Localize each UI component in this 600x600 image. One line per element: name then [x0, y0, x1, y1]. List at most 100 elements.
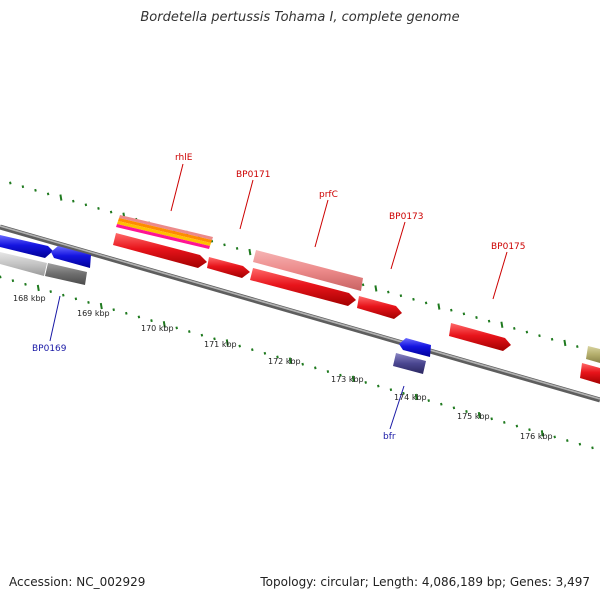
major-tick [500, 321, 504, 328]
minor-tick [515, 424, 519, 428]
minor-tick [49, 290, 52, 293]
scale-labels: 168 kbp 169 kbp 170 kbp 171 kbp 172 kbp … [13, 294, 553, 441]
gene-label-BP0175: BP0175 [491, 242, 526, 252]
minor-tick [578, 442, 582, 446]
minor-tick [251, 348, 254, 352]
scale-label-175: 175 kbp [457, 412, 490, 421]
minor-tick [213, 337, 216, 341]
minor-tick [503, 420, 506, 424]
major-tick [59, 194, 63, 201]
major-tick [477, 411, 481, 419]
minor-tick [513, 326, 516, 330]
cds-BP0169 [51, 246, 91, 268]
minor-tick [238, 344, 241, 348]
minor-tick [528, 428, 531, 432]
minor-tick [361, 283, 365, 287]
major-tick [162, 321, 166, 328]
minor-tick [200, 333, 204, 337]
minor-tick [377, 384, 380, 388]
minor-tick [475, 316, 478, 319]
minor-tick [72, 199, 75, 203]
gene-label-BP0169: BP0169 [32, 344, 67, 354]
minor-tick [112, 308, 115, 312]
major-tick [563, 339, 567, 347]
minor-tick [452, 406, 456, 410]
major-tick [540, 430, 544, 437]
gene-label-BP0173: BP0173 [389, 212, 424, 222]
minor-tick [276, 355, 279, 359]
scale-label-168: 168 kbp [13, 294, 46, 303]
label-leaders [49, 163, 508, 430]
major-tick [225, 339, 229, 346]
scale-label-171: 171 kbp [204, 340, 237, 349]
major-tick [36, 284, 40, 292]
minor-tick [62, 293, 65, 297]
minor-tick [9, 181, 12, 185]
minor-tick [188, 330, 191, 333]
minor-tick [223, 243, 226, 247]
minor-tick [46, 192, 50, 196]
cds-bfr [399, 338, 431, 357]
cds-left-edge [0, 235, 53, 258]
minor-tick [364, 380, 367, 384]
scale-label-174: 174 kbp [394, 393, 427, 402]
minor-tick [399, 294, 403, 298]
scale-label-173: 173 kbp [331, 375, 364, 384]
minor-tick [97, 207, 100, 210]
major-tick [288, 357, 292, 364]
cds-rhlE [113, 233, 207, 268]
cds-right-edge [580, 363, 600, 384]
cds-left-hit [0, 252, 47, 276]
feature-rhlE-hits [116, 215, 213, 249]
scale-label-169: 169 kbp [77, 309, 110, 318]
minor-tick [591, 446, 594, 450]
minor-tick [34, 188, 37, 192]
minor-tick [314, 366, 317, 370]
major-tick [437, 303, 441, 310]
minor-tick [462, 312, 466, 316]
minor-tick [339, 373, 342, 377]
minor-tick [440, 402, 443, 406]
minor-tick [525, 330, 529, 334]
minor-tick [387, 290, 390, 294]
gene-label-prfC: prfC [319, 190, 338, 200]
minor-tick [137, 315, 141, 319]
minor-tick [389, 388, 393, 392]
cds-bfr-hit [393, 353, 426, 374]
minor-tick [553, 435, 556, 439]
minor-tick [326, 370, 330, 373]
cds-prfC [250, 268, 356, 306]
minor-tick [11, 279, 15, 283]
gene-label-BP0171: BP0171 [236, 170, 271, 180]
genome-title: Bordetella pertussis Tohama I, complete … [140, 10, 460, 25]
minor-tick [424, 301, 428, 305]
cds-prfC-hit [253, 250, 363, 291]
major-tick [248, 248, 252, 256]
scale-label-170: 170 kbp [141, 324, 174, 333]
major-tick [351, 375, 355, 382]
genome-backbone [0, 224, 600, 403]
minor-tick [490, 417, 493, 421]
minor-tick [0, 275, 2, 279]
minor-tick [576, 345, 579, 349]
scale-label-172: 172 kbp [268, 357, 301, 366]
minor-tick [487, 319, 491, 323]
feature-olive-edge [586, 346, 600, 363]
minor-tick [87, 301, 90, 304]
minor-tick [150, 319, 153, 323]
forward-features [113, 215, 600, 384]
accession-text: Accession: NC_002929 [9, 575, 146, 589]
scale-ticks-inner [0, 275, 594, 450]
minor-tick [84, 203, 88, 207]
minor-tick [550, 337, 554, 341]
minor-tick [125, 311, 128, 315]
gene-labels: rhlE BP0171 prfC BP0173 BP0175 BP0169 bf… [32, 153, 526, 442]
gene-label-rhlE: rhlE [175, 153, 193, 163]
minor-tick [301, 362, 304, 366]
gene-label-bfr: bfr [383, 432, 396, 442]
scale-label-176: 176 kbp [520, 432, 553, 441]
minor-tick [465, 410, 468, 413]
minor-tick [412, 297, 415, 301]
minor-tick [566, 439, 569, 443]
minor-tick [24, 282, 27, 286]
